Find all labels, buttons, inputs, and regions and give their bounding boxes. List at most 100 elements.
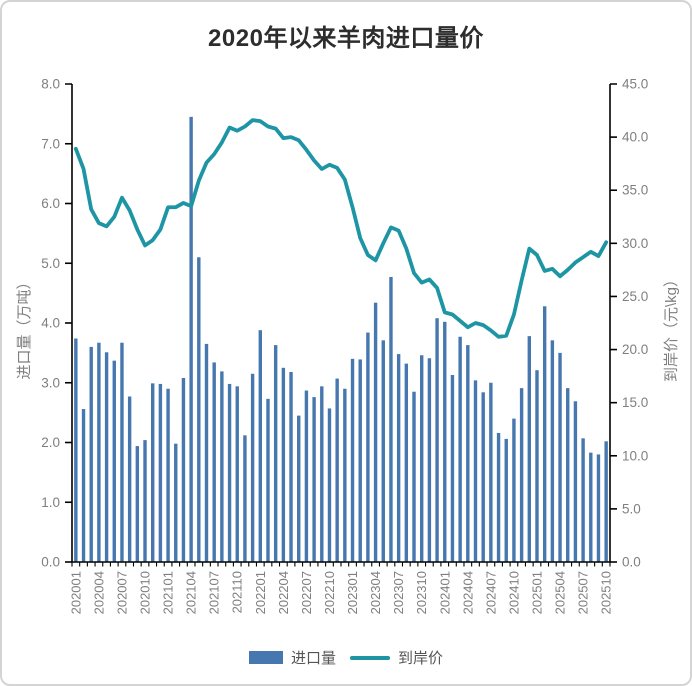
- import-volume-bar: [158, 383, 163, 562]
- x-tick-label: 202204: [276, 571, 291, 614]
- import-volume-bar: [81, 409, 86, 562]
- import-volume-bar: [120, 342, 124, 562]
- right-tick-label: 10.0: [622, 448, 648, 463]
- import-volume-bars: [74, 116, 608, 563]
- import-volume-bar: [450, 374, 455, 562]
- x-axis-ticks: [71, 562, 611, 567]
- right-axis-title: 到岸价（元\kg）: [663, 272, 680, 382]
- import-volume-bar: [404, 363, 409, 562]
- import-volume-bar: [166, 388, 170, 562]
- x-tick-label: 202210: [322, 571, 337, 614]
- import-volume-bar: [396, 354, 401, 562]
- import-volume-bar: [566, 388, 570, 562]
- x-tick-label: 202007: [114, 571, 129, 614]
- legend: 进口量 到岸价: [2, 647, 690, 668]
- x-tick-label: 202507: [576, 571, 591, 614]
- x-tick-label: 202104: [184, 571, 199, 614]
- right-tick-label: 40.0: [622, 130, 648, 145]
- x-tick-label: 202101: [161, 571, 176, 614]
- import-volume-bar: [535, 370, 539, 562]
- import-volume-bar: [381, 340, 385, 562]
- import-volume-bar: [297, 415, 301, 562]
- right-tick-label: 15.0: [622, 395, 648, 410]
- import-volume-bar: [389, 276, 393, 562]
- import-volume-bar: [473, 380, 478, 562]
- import-volume-bar: [104, 352, 109, 562]
- import-volume-bar: [519, 388, 524, 562]
- import-volume-bar: [258, 330, 262, 562]
- import-volume-bar: [504, 438, 508, 562]
- legend-line-label: 到岸价: [398, 650, 444, 667]
- left-tick-label: 3.0: [41, 375, 60, 390]
- chart-title: 2020年以来羊肉进口量价: [208, 25, 484, 52]
- import-volume-bar: [273, 345, 278, 562]
- import-volume-bar: [151, 383, 155, 562]
- x-tick-label: 202401: [437, 571, 452, 614]
- x-axis-labels: 202001 202004 202007 202010 202101 202104 2021…: [68, 571, 613, 614]
- import-volume-bar: [604, 441, 608, 562]
- x-tick-label: 202410: [506, 571, 521, 614]
- import-volume-bar: [443, 321, 447, 562]
- import-volume-bar: [181, 377, 186, 562]
- import-volume-bar: [573, 401, 578, 562]
- left-tick-label: 4.0: [41, 316, 60, 331]
- import-volume-bar: [189, 116, 193, 563]
- left-tick-label: 7.0: [41, 136, 60, 151]
- x-tick-label: 202407: [483, 571, 498, 614]
- import-volume-bar: [243, 435, 247, 562]
- x-tick-label: 202307: [391, 571, 406, 614]
- import-volume-bar: [596, 454, 601, 562]
- import-volume-bar: [542, 306, 547, 562]
- import-volume-bar: [250, 373, 255, 562]
- import-volume-bar: [327, 408, 332, 562]
- x-tick-label: 202304: [368, 571, 383, 614]
- right-tick-label: 30.0: [622, 236, 648, 251]
- legend-bar-swatch-icon: [248, 651, 283, 664]
- import-volume-bar: [427, 358, 432, 562]
- x-tick-label: 202510: [599, 571, 614, 614]
- x-tick-label: 202504: [553, 571, 568, 614]
- import-volume-bar: [135, 446, 140, 562]
- left-tick-label: 0.0: [41, 555, 60, 570]
- import-volume-bar: [220, 371, 224, 562]
- import-volume-bar: [97, 342, 101, 562]
- x-tick-label: 202110: [230, 571, 245, 613]
- left-tick-label: 2.0: [41, 435, 60, 450]
- import-volume-bar: [312, 397, 316, 562]
- right-tick-label: 35.0: [622, 183, 648, 198]
- import-volume-bar: [496, 432, 501, 562]
- import-volume-bar: [435, 318, 439, 562]
- right-axis-ticks: 0.0 5.0 10.0 15.0 20.0 25.0 30.0 35.0 40.0 45.0: [610, 77, 648, 570]
- right-tick-label: 45.0: [622, 77, 648, 92]
- right-tick-label: 0.0: [622, 555, 641, 570]
- x-tick-label: 202501: [529, 571, 544, 614]
- x-tick-label: 202010: [138, 571, 153, 614]
- import-volume-bar: [320, 386, 324, 562]
- import-volume-bar: [289, 372, 293, 562]
- import-volume-bar: [589, 452, 593, 562]
- import-volume-bar: [350, 358, 355, 562]
- import-volume-bar: [204, 343, 209, 562]
- left-tick-label: 5.0: [41, 256, 60, 271]
- legend-line-swatch-icon: [350, 655, 390, 660]
- import-volume-bar: [74, 338, 78, 562]
- import-volume-bar: [481, 392, 485, 562]
- x-tick-label: 202004: [91, 571, 106, 614]
- x-tick-label: 202310: [414, 571, 429, 614]
- import-volume-bar: [343, 388, 347, 562]
- import-volume-bar: [458, 336, 462, 562]
- left-tick-label: 1.0: [41, 495, 60, 510]
- left-axis-title: 进口量（万吨）: [16, 274, 33, 379]
- import-volume-bar: [558, 352, 562, 563]
- import-volume-bar: [304, 390, 309, 562]
- import-volume-bar: [266, 398, 270, 562]
- import-volume-bar: [358, 359, 362, 562]
- import-volume-bar: [197, 257, 201, 562]
- import-volume-bar: [420, 355, 424, 562]
- import-volume-bar: [581, 438, 585, 562]
- x-tick-label: 202207: [299, 571, 314, 614]
- import-volume-bar: [227, 383, 232, 562]
- import-volume-bar: [127, 396, 132, 562]
- left-tick-label: 6.0: [41, 196, 60, 211]
